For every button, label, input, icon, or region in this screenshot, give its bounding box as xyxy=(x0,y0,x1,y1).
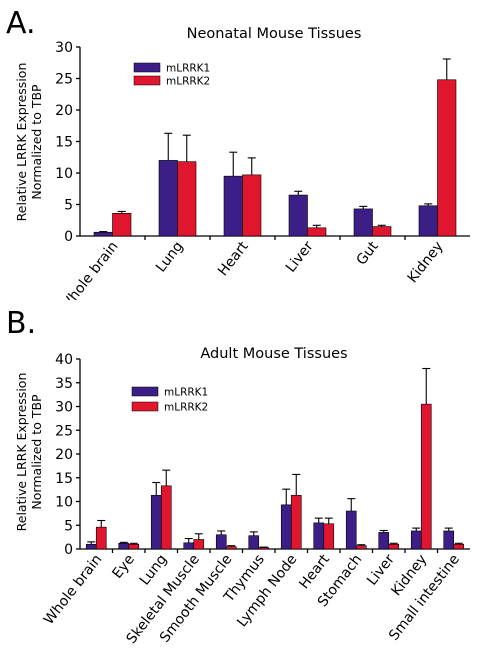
y-tick-label: 5 xyxy=(64,198,73,214)
y-axis-label-line1: Relative LRRK Expression xyxy=(14,63,29,222)
chart-title: Adult Mouse Tissues xyxy=(200,346,347,362)
y-tick-label: 0 xyxy=(64,542,73,558)
bar-mLRRK1 xyxy=(345,510,357,550)
bar-mLRRK2 xyxy=(242,174,262,237)
legend-swatch-mLRRK2 xyxy=(131,401,159,412)
y-tick-label: 0 xyxy=(64,229,73,245)
x-category-label: Lung xyxy=(153,239,187,276)
chart-a: A. Neonatal Mouse Tissues Relative LRRK … xyxy=(6,6,470,300)
bar-mLRRK1 xyxy=(313,522,325,550)
y-tick-label: 15 xyxy=(55,135,73,151)
bar-mLRRK1 xyxy=(183,542,195,550)
bar-mLRRK2 xyxy=(453,543,465,550)
x-category-label: Heart xyxy=(215,238,252,279)
panel-label: A. xyxy=(6,6,36,41)
bar-mLRRK2 xyxy=(95,526,107,550)
legend-label: mLRRK1 xyxy=(164,387,208,399)
y-axis-label-line2: Normalized to TBP xyxy=(29,394,44,510)
bar-mLRRK2 xyxy=(437,79,457,237)
x-category-label: Gut xyxy=(354,238,382,268)
bar-mLRRK1 xyxy=(378,532,390,550)
bar-mLRRK1 xyxy=(443,530,455,550)
legend-swatch-mLRRK1 xyxy=(131,386,159,397)
legend-label: mLRRK1 xyxy=(166,63,210,75)
bar-mLRRK2 xyxy=(258,547,270,550)
chart-b: B. Adult Mouse Tissues Relative LRRK Exp… xyxy=(6,306,470,647)
bar-mLRRK1 xyxy=(215,534,227,550)
legend-label: mLRRK2 xyxy=(164,402,208,414)
bar-mLRRK1 xyxy=(118,543,130,550)
y-tick-label: 30 xyxy=(55,40,73,56)
bar-mLRRK1 xyxy=(410,530,422,550)
bar-mLRRK2 xyxy=(128,543,140,550)
panel-b: B. Adult Mouse Tissues Relative LRRK Exp… xyxy=(0,300,484,672)
panel-label: B. xyxy=(6,306,36,341)
bar-mLRRK1 xyxy=(93,231,113,237)
x-category-label: Liver xyxy=(283,238,317,275)
chart-title: Neonatal Mouse Tissues xyxy=(187,26,362,42)
bar-mLRRK1 xyxy=(223,175,243,237)
x-category-label: Whole brain xyxy=(41,552,105,628)
y-tick-label: 10 xyxy=(55,166,73,182)
bar-mLRRK1 xyxy=(158,160,178,237)
bar-mLRRK1 xyxy=(418,205,438,237)
panel-a: A. Neonatal Mouse Tissues Relative LRRK … xyxy=(0,0,484,300)
y-tick-label: 5 xyxy=(64,518,73,534)
y-tick-label: 20 xyxy=(55,447,73,463)
bar-mLRRK2 xyxy=(420,403,432,550)
y-tick-label: 40 xyxy=(55,352,73,368)
bar-mLRRK2 xyxy=(225,546,237,550)
bar-mLRRK1 xyxy=(248,535,260,550)
legend-label: mLRRK2 xyxy=(166,76,210,88)
bar-mLRRK2 xyxy=(355,545,367,550)
bar-mLRRK1 xyxy=(280,504,292,550)
plot-area: 0 5 10 15 20 25 30 Whole brain Lung Heart Liver Gut… xyxy=(55,40,470,300)
bar-mLRRK2 xyxy=(177,161,197,237)
y-tick-label: 25 xyxy=(55,72,73,88)
x-category-label: Eye xyxy=(109,552,137,582)
x-category-label: Kidney xyxy=(405,239,447,286)
bar-mLRRK2 xyxy=(290,495,302,550)
y-axis-label-line1: Relative LRRK Expression xyxy=(14,373,29,532)
x-category-label: Whole brain xyxy=(57,239,121,300)
bar-mLRRK1 xyxy=(85,543,97,550)
bar-mLRRK2 xyxy=(323,523,335,550)
bar-mLRRK1 xyxy=(353,208,373,237)
bar-mLRRK2 xyxy=(388,543,400,550)
y-tick-label: 15 xyxy=(55,471,73,487)
y-axis-label-line2: Normalized to TBP xyxy=(29,84,44,200)
bar-mLRRK1 xyxy=(288,194,308,237)
y-tick-label: 30 xyxy=(55,400,73,416)
bar-mLRRK2 xyxy=(160,485,172,550)
y-tick-label: 35 xyxy=(55,376,73,392)
y-tick-label: 25 xyxy=(55,423,73,439)
y-tick-label: 10 xyxy=(55,495,73,511)
bar-mLRRK2 xyxy=(307,227,327,237)
bar-mLRRK2 xyxy=(372,226,392,237)
y-tick-label: 20 xyxy=(55,103,73,119)
legend-swatch-mLRRK1 xyxy=(133,62,161,73)
bar-mLRRK2 xyxy=(193,539,205,550)
bar-mLRRK2 xyxy=(112,213,132,237)
bar-mLRRK1 xyxy=(150,495,162,550)
legend-swatch-mLRRK2 xyxy=(133,75,161,86)
